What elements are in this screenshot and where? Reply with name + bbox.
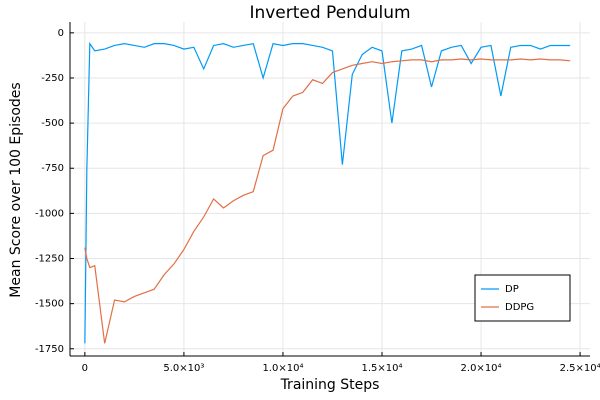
- y-tick-label: -1000: [35, 208, 64, 219]
- series-line: [84, 58, 571, 344]
- y-tick-label: -1500: [35, 299, 64, 310]
- y-tick-label: -500: [41, 118, 64, 129]
- legend-label: DP: [505, 284, 519, 295]
- x-axis-label: Training Steps: [280, 377, 380, 393]
- chart-title: Inverted Pendulum: [249, 3, 410, 23]
- x-tick-label: 1.5×10⁴: [361, 363, 402, 374]
- x-tick-label: 5.0×10³: [163, 363, 204, 374]
- legend-label: DDPG: [505, 302, 534, 313]
- y-tick-label: 0: [58, 28, 64, 39]
- y-tick-label: -1750: [35, 344, 64, 355]
- x-tick-label: 0: [82, 363, 88, 374]
- series-line: [84, 41, 571, 344]
- x-tick-label: 2.5×10⁴: [560, 363, 600, 374]
- x-tick-label: 2.0×10⁴: [461, 363, 502, 374]
- y-tick-label: -750: [41, 163, 64, 174]
- y-tick-label: -250: [41, 73, 64, 84]
- y-tick-label: -1250: [35, 254, 64, 265]
- x-tick-label: 1.0×10⁴: [262, 363, 303, 374]
- y-axis-label: Mean Score over 100 Episodes: [8, 82, 24, 297]
- legend-box: [474, 274, 571, 322]
